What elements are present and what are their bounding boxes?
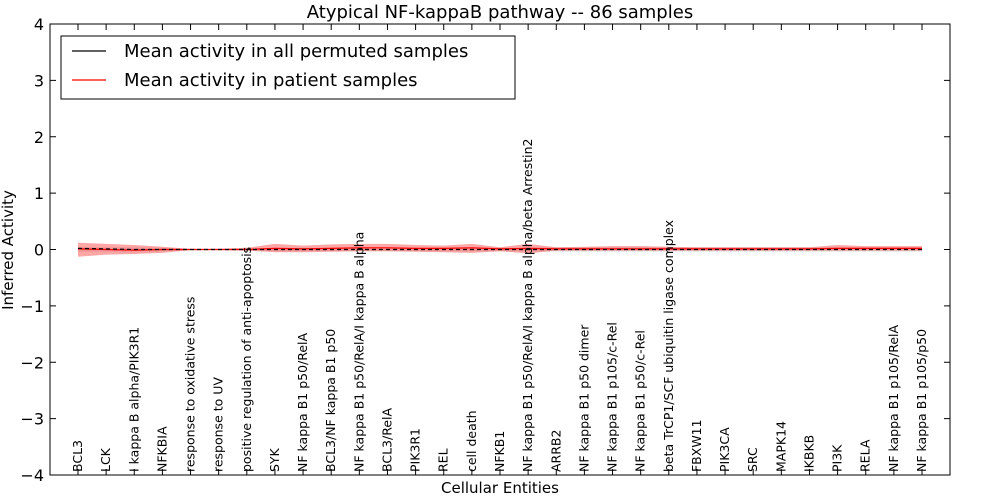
x-tick-label: MAPK14 (773, 421, 788, 472)
x-tick-label: SRC (745, 447, 760, 472)
x-tick-label: SYK (267, 447, 282, 472)
x-tick-label: IKBKB (801, 435, 816, 472)
y-tick-label: −1 (20, 297, 44, 316)
legend-label-permuted: Mean activity in all permuted samples (124, 41, 468, 62)
x-tick-label: LCK (98, 447, 113, 472)
x-tick-label: REL (436, 448, 451, 472)
x-tick-label: NF kappa B1 p105/p50 (914, 329, 929, 472)
x-tick-label: NF kappa B1 p50/RelA/I kappa B alpha (351, 232, 366, 472)
x-tick-label: response to UV (211, 377, 226, 472)
x-tick-label: FBXW11 (689, 419, 704, 472)
x-tick-label: NFKBIA (154, 426, 169, 472)
x-tick-label: beta TrCP1/SCF ubiquitin ligase complex (661, 220, 676, 472)
y-tick-label: 1 (34, 184, 44, 203)
x-tick-label: I kappa B alpha/PIK3R1 (126, 327, 141, 472)
x-tick-label: NFKB1 (492, 431, 507, 472)
x-tick-label: NF kappa B1 p105/c-Rel (605, 322, 620, 472)
y-tick-label: 0 (34, 241, 44, 260)
x-tick-label: NF kappa B1 p105/RelA (886, 325, 901, 472)
x-tick-label: NF kappa B1 p50 dimer (576, 324, 591, 472)
x-tick-label: BCL3/NF kappa B1 p50 (323, 329, 338, 472)
y-tick-label: −2 (20, 353, 44, 372)
y-tick-label: −3 (20, 410, 44, 429)
chart-title: Atypical NF-kappaB pathway -- 86 samples (307, 2, 693, 23)
x-tick-label: NF kappa B1 p50/RelA (295, 332, 310, 472)
legend-frame (60, 35, 516, 100)
x-tick-label: NF kappa B1 p50/c-Rel (633, 330, 648, 472)
legend: Mean activity in all permuted samples Me… (60, 35, 516, 100)
y-tick-label: 4 (34, 15, 44, 34)
x-tick-label: BCL3 (70, 440, 85, 472)
x-tick-label: positive regulation of anti-apoptosis (239, 247, 254, 472)
x-tick-label: PIK3CA (717, 427, 732, 472)
x-tick-label: RELA (858, 439, 873, 472)
plot-area: −4 −3 −2 −1 0 1 2 3 4 BCL3 LCK I kappa B alpha/PIK3… (20, 15, 951, 485)
x-tick-label: PIK3R1 (408, 428, 423, 472)
x-axis-label: Cellular Entities (441, 479, 559, 497)
y-tick-label: 2 (34, 128, 44, 147)
line-series-1 (77, 247, 922, 251)
y-axis-label: Inferred Activity (0, 190, 17, 310)
x-tick-label: cell death (464, 410, 479, 472)
x-tick-label: response to oxidative stress (183, 297, 198, 472)
y-tick-label: 3 (34, 71, 44, 90)
x-tick-label: NF kappa B1 p50/RelA/I kappa B alpha/bet… (520, 139, 535, 473)
x-tick-label: ARRB2 (548, 430, 563, 472)
x-tick-label: BCL3/RelA (379, 408, 394, 472)
x-tick-label: PI3K (830, 444, 845, 472)
legend-label-patient: Mean activity in patient samples (124, 70, 418, 91)
y-tick-label: −4 (20, 466, 44, 485)
